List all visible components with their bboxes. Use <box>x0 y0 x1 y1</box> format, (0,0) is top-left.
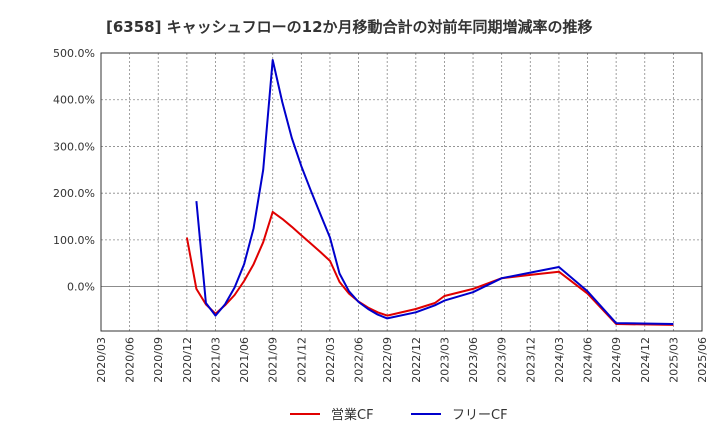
x-tick-label: 2024/06 <box>582 337 595 383</box>
x-tick-label: 2021/03 <box>209 337 222 383</box>
x-tick-label: 2024/12 <box>639 337 652 383</box>
y-tick-label: 400.0% <box>53 94 95 107</box>
x-tick-label: 2022/06 <box>353 337 366 383</box>
series-line-free-cf <box>195 59 674 325</box>
x-tick-label: 2020/12 <box>181 337 194 383</box>
x-tick-label: 2023/09 <box>496 337 509 383</box>
x-tick-label: 2020/09 <box>152 337 165 383</box>
plot-area-frame <box>100 52 703 332</box>
x-tick-label: 2022/12 <box>410 337 423 383</box>
x-tick-label: 2023/06 <box>467 337 480 383</box>
y-tick-label: 500.0% <box>53 47 95 60</box>
chart-title: [6358] キャッシュフローの12か月移動合計の対前年同期増減率の推移 <box>106 18 593 36</box>
legend-label-free-cf: フリーCF <box>452 408 508 423</box>
y-tick-label: 200.0% <box>53 187 95 200</box>
y-axis-ticks: 0.0% 100.0% 200.0% 300.0% 400.0% 500.0% <box>53 47 95 294</box>
x-tick-label: 2023/03 <box>438 337 451 383</box>
x-tick-label: 2021/09 <box>267 337 280 383</box>
x-tick-label: 2023/12 <box>524 337 537 383</box>
x-tick-label: 2024/09 <box>610 337 623 383</box>
y-tick-label: 300.0% <box>53 140 95 153</box>
legend-label-operating-cf: 営業CF <box>331 407 374 423</box>
x-tick-label: 2022/03 <box>324 337 337 383</box>
x-tick-label: 2020/03 <box>95 337 108 383</box>
series-lines <box>185 59 674 326</box>
y-tick-label: 100.0% <box>53 234 95 247</box>
x-tick-label: 2025/06 <box>696 337 709 383</box>
x-tick-label: 2025/03 <box>667 337 680 383</box>
grid-lines <box>100 52 703 331</box>
x-tick-label: 2022/09 <box>381 337 394 383</box>
x-tick-label: 2021/06 <box>238 337 251 383</box>
y-tick-label: 0.0% <box>67 281 95 294</box>
x-axis-ticks: 2020/03 2020/06 2020/09 2020/12 2021/03 2021/… <box>95 337 709 383</box>
x-tick-label: 2020/06 <box>124 337 137 383</box>
x-tick-label: 2021/12 <box>295 337 308 383</box>
legend: 営業CF フリーCF <box>290 407 508 423</box>
x-tick-label: 2024/03 <box>553 337 566 383</box>
